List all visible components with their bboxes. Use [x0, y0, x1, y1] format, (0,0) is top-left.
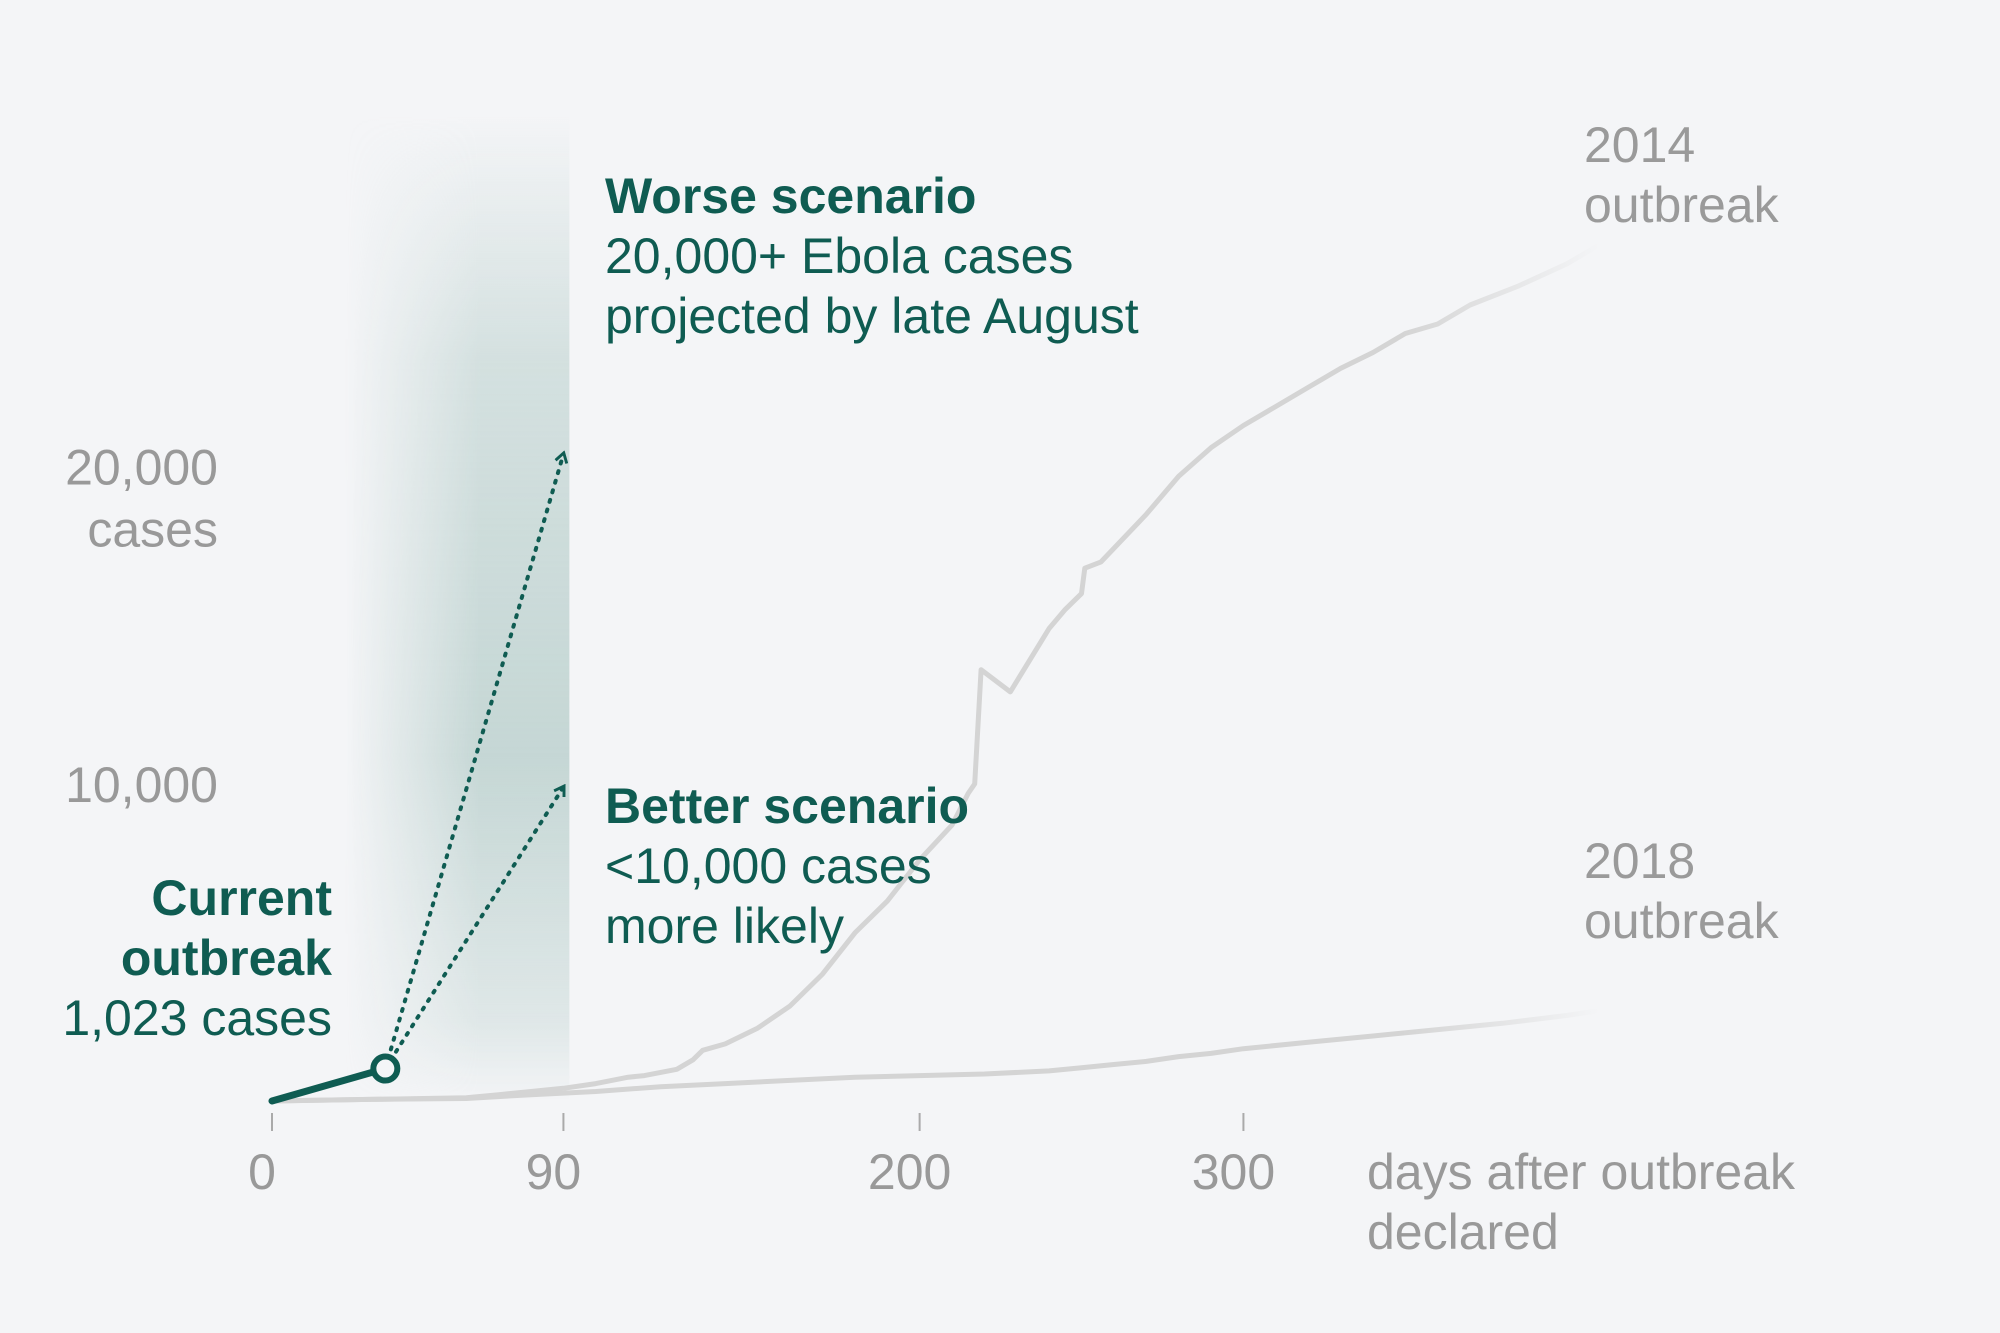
y-tick-label-10000: 10,000 — [65, 757, 218, 813]
x-tick-label-90: 90 — [526, 1144, 582, 1200]
labels-layer: 10,000 20,000 cases 0 90 200 300 days after out… — [62, 117, 1796, 1260]
series-layer — [271, 242, 1601, 1104]
projection-text-worse-scenario: 20,000+ Ebola cases projected by late Aug… — [605, 228, 1139, 344]
x-axis-label: days after outbreak declared — [1367, 1144, 1796, 1260]
x-tick-label-300: 300 — [1192, 1144, 1275, 1200]
current-outbreak-line — [268, 1065, 389, 1105]
gridlines — [240, 465, 1972, 785]
y-tick-label-20000: 20,000 cases — [65, 440, 218, 558]
projection-title-better-scenario: Better scenario — [605, 778, 969, 834]
current-outbreak-count: 1,023 cases — [62, 990, 332, 1046]
x-tick-label-200: 200 — [868, 1144, 951, 1200]
series-line-2018-outbreak — [271, 1008, 1600, 1104]
projection-text-better-scenario: <10,000 cases more likely — [605, 838, 932, 954]
current-outbreak-title: Current outbreak — [121, 870, 333, 986]
series-label-2018-outbreak: 2018 outbreak — [1584, 833, 1780, 949]
current-outbreak-point — [370, 1053, 401, 1084]
x-tick-label-0: 0 — [248, 1144, 276, 1200]
projection-title-worse-scenario: Worse scenario — [605, 168, 976, 224]
projection-layer — [383, 454, 563, 1071]
current-outbreak-layer — [268, 1053, 401, 1105]
series-label-2014-outbreak: 2014 outbreak — [1584, 117, 1780, 233]
series-line-2014-outbreak — [271, 242, 1601, 1104]
projection-window-shade — [345, 115, 570, 1101]
projection-arrow-worse-scenario — [383, 454, 563, 1071]
